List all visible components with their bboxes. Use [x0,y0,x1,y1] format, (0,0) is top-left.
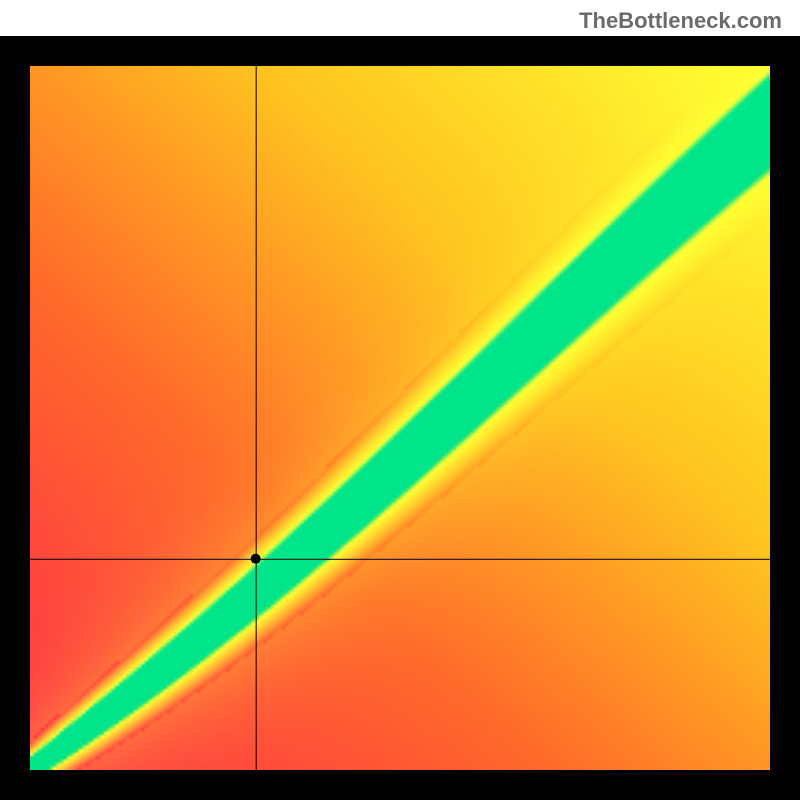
watermark-text: TheBottleneck.com [579,8,782,34]
bottleneck-heatmap [30,66,770,770]
chart-outer-frame [0,36,800,800]
chart-container: TheBottleneck.com [0,0,800,800]
